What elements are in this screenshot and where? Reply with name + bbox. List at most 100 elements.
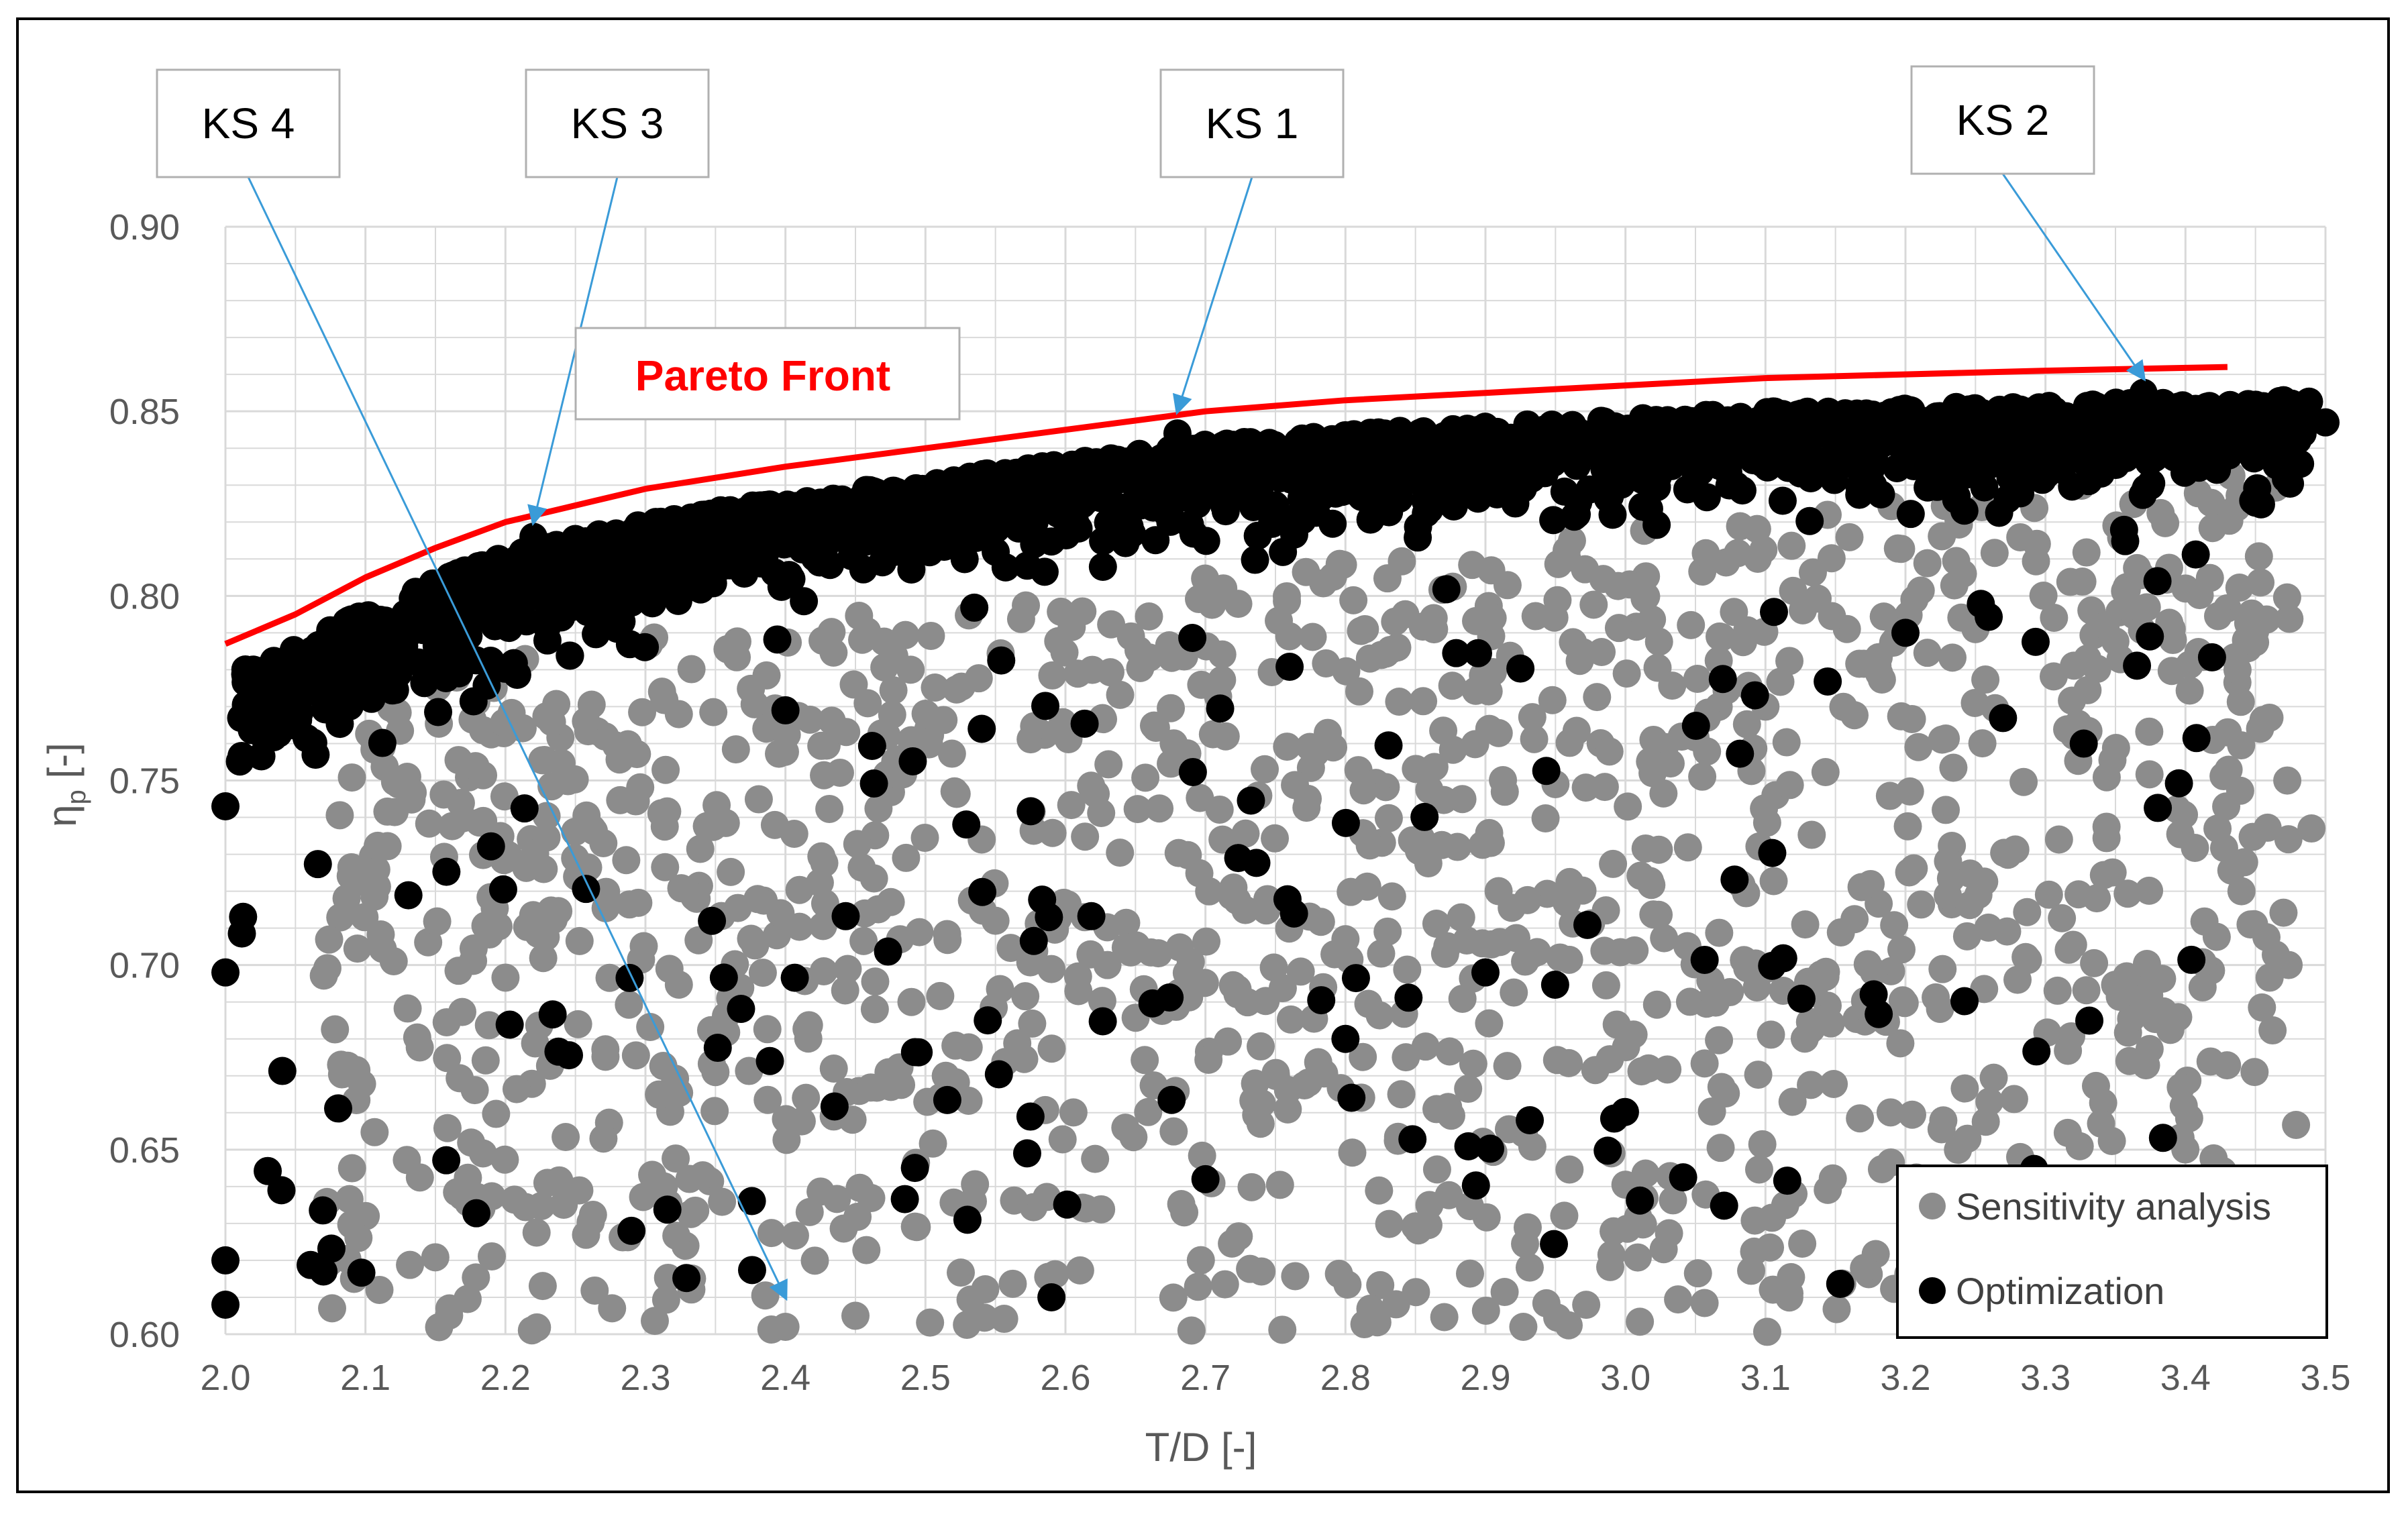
optimization-point xyxy=(2136,622,2164,651)
sensitivity-point xyxy=(2048,904,2077,932)
sensitivity-point xyxy=(1964,880,1993,909)
optimization-point xyxy=(1540,971,1569,999)
optimization-point xyxy=(254,718,282,747)
sensitivity-point xyxy=(2248,993,2276,1022)
optimization-point xyxy=(317,1234,346,1263)
optimization-point xyxy=(1826,1269,1854,1298)
optimization-point xyxy=(1950,987,1979,1016)
optimization-point xyxy=(1516,1105,1545,1134)
annotation-arrow xyxy=(1172,176,1253,415)
legend-marker-optimization xyxy=(1919,1277,1946,1304)
optimization-point xyxy=(1920,468,1949,496)
optimization-point xyxy=(1318,509,1347,538)
sensitivity-point xyxy=(477,1242,506,1270)
optimization-point xyxy=(982,515,1010,543)
sensitivity-point xyxy=(649,1172,678,1201)
sensitivity-point xyxy=(1420,753,1449,781)
sensitivity-point xyxy=(621,787,650,816)
sensitivity-point xyxy=(2065,1132,2094,1160)
optimization-point xyxy=(987,646,1016,675)
optimization-point xyxy=(780,963,809,992)
optimization-point xyxy=(2169,421,2198,449)
sensitivity-point xyxy=(1157,643,1186,672)
sensitivity-point xyxy=(711,808,740,837)
sensitivity-point xyxy=(1018,1009,1047,1038)
optimization-point xyxy=(707,503,736,532)
optimization-point xyxy=(1141,526,1170,555)
sensitivity-point xyxy=(2135,760,2164,789)
sensitivity-point xyxy=(833,955,862,983)
sensitivity-point xyxy=(1897,1100,1926,1129)
sensitivity-point xyxy=(1411,1032,1440,1061)
sensitivity-point xyxy=(1210,1270,1239,1299)
sensitivity-point xyxy=(1581,1056,1610,1085)
sensitivity-point xyxy=(392,763,421,792)
sensitivity-point xyxy=(337,763,366,792)
sensitivity-point xyxy=(1850,1254,1879,1283)
sensitivity-point xyxy=(2269,898,2298,927)
sensitivity-point xyxy=(2156,1016,2185,1044)
optimization-point xyxy=(1331,808,1360,837)
sensitivity-point xyxy=(1338,1138,1367,1167)
sensitivity-point xyxy=(1757,1020,1785,1049)
sensitivity-point xyxy=(860,995,889,1024)
sensitivity-point xyxy=(1550,1201,1579,1230)
optimization-point xyxy=(1891,618,1920,647)
optimization-point xyxy=(790,587,819,616)
optimization-point xyxy=(1037,1283,1066,1311)
sensitivity-point xyxy=(700,1097,729,1126)
optimization-point xyxy=(1990,447,2019,476)
optimization-point xyxy=(1739,416,1768,445)
sensitivity-point xyxy=(1775,771,1804,800)
optimization-point xyxy=(755,1046,784,1075)
sensitivity-point xyxy=(2080,949,2109,977)
optimization-point xyxy=(1773,1167,1801,1195)
sensitivity-point xyxy=(1583,683,1612,712)
annotation-box xyxy=(1910,65,2095,175)
sensitivity-point xyxy=(564,1010,592,1038)
sensitivity-point xyxy=(815,794,844,823)
sensitivity-point xyxy=(1758,1203,1787,1232)
x-tick-label: 2.0 xyxy=(200,1358,250,1398)
sensitivity-point xyxy=(940,777,969,806)
sensitivity-point xyxy=(1306,908,1335,936)
optimization-point xyxy=(2218,424,2247,453)
optimization-point xyxy=(890,1185,919,1213)
x-tick-label: 2.8 xyxy=(1320,1358,1371,1398)
sensitivity-point xyxy=(446,1064,474,1093)
annotation-label: KS 4 xyxy=(202,99,295,148)
sensitivity-point xyxy=(1797,1071,1826,1099)
sensitivity-point xyxy=(981,906,1010,935)
optimization-point xyxy=(820,1092,849,1121)
sensitivity-point xyxy=(589,829,618,858)
sensitivity-point xyxy=(1422,1095,1451,1124)
sensitivity-point xyxy=(1571,555,1600,584)
sensitivity-point xyxy=(2073,644,2102,673)
sensitivity-point xyxy=(1430,939,1459,968)
sensitivity-point xyxy=(1706,1134,1735,1162)
sensitivity-point xyxy=(393,994,422,1023)
sensitivity-point xyxy=(336,861,365,890)
sensitivity-point xyxy=(529,944,558,973)
sensitivity-point xyxy=(1942,547,1971,576)
sensitivity-point xyxy=(1381,1290,1410,1319)
optimization-point xyxy=(318,694,347,723)
optimization-point xyxy=(1016,797,1045,826)
sensitivity-point xyxy=(933,926,962,955)
sensitivity-point xyxy=(1690,1289,1719,1317)
optimization-point xyxy=(2164,392,2193,421)
sensitivity-point xyxy=(1922,983,1950,1012)
sensitivity-point xyxy=(1123,795,1152,824)
sensitivity-point xyxy=(662,1144,690,1173)
sensitivity-point xyxy=(785,875,814,904)
optimization-point xyxy=(1463,639,1492,667)
sensitivity-point xyxy=(664,700,693,728)
optimization-point xyxy=(1689,425,1718,454)
sensitivity-point xyxy=(368,934,397,963)
optimization-point xyxy=(1337,1083,1366,1112)
optimization-point xyxy=(1965,439,1993,468)
optimization-point xyxy=(1985,498,2013,527)
optimization-point xyxy=(547,603,576,632)
sensitivity-point xyxy=(2169,1091,2198,1120)
optimization-point xyxy=(643,540,672,569)
